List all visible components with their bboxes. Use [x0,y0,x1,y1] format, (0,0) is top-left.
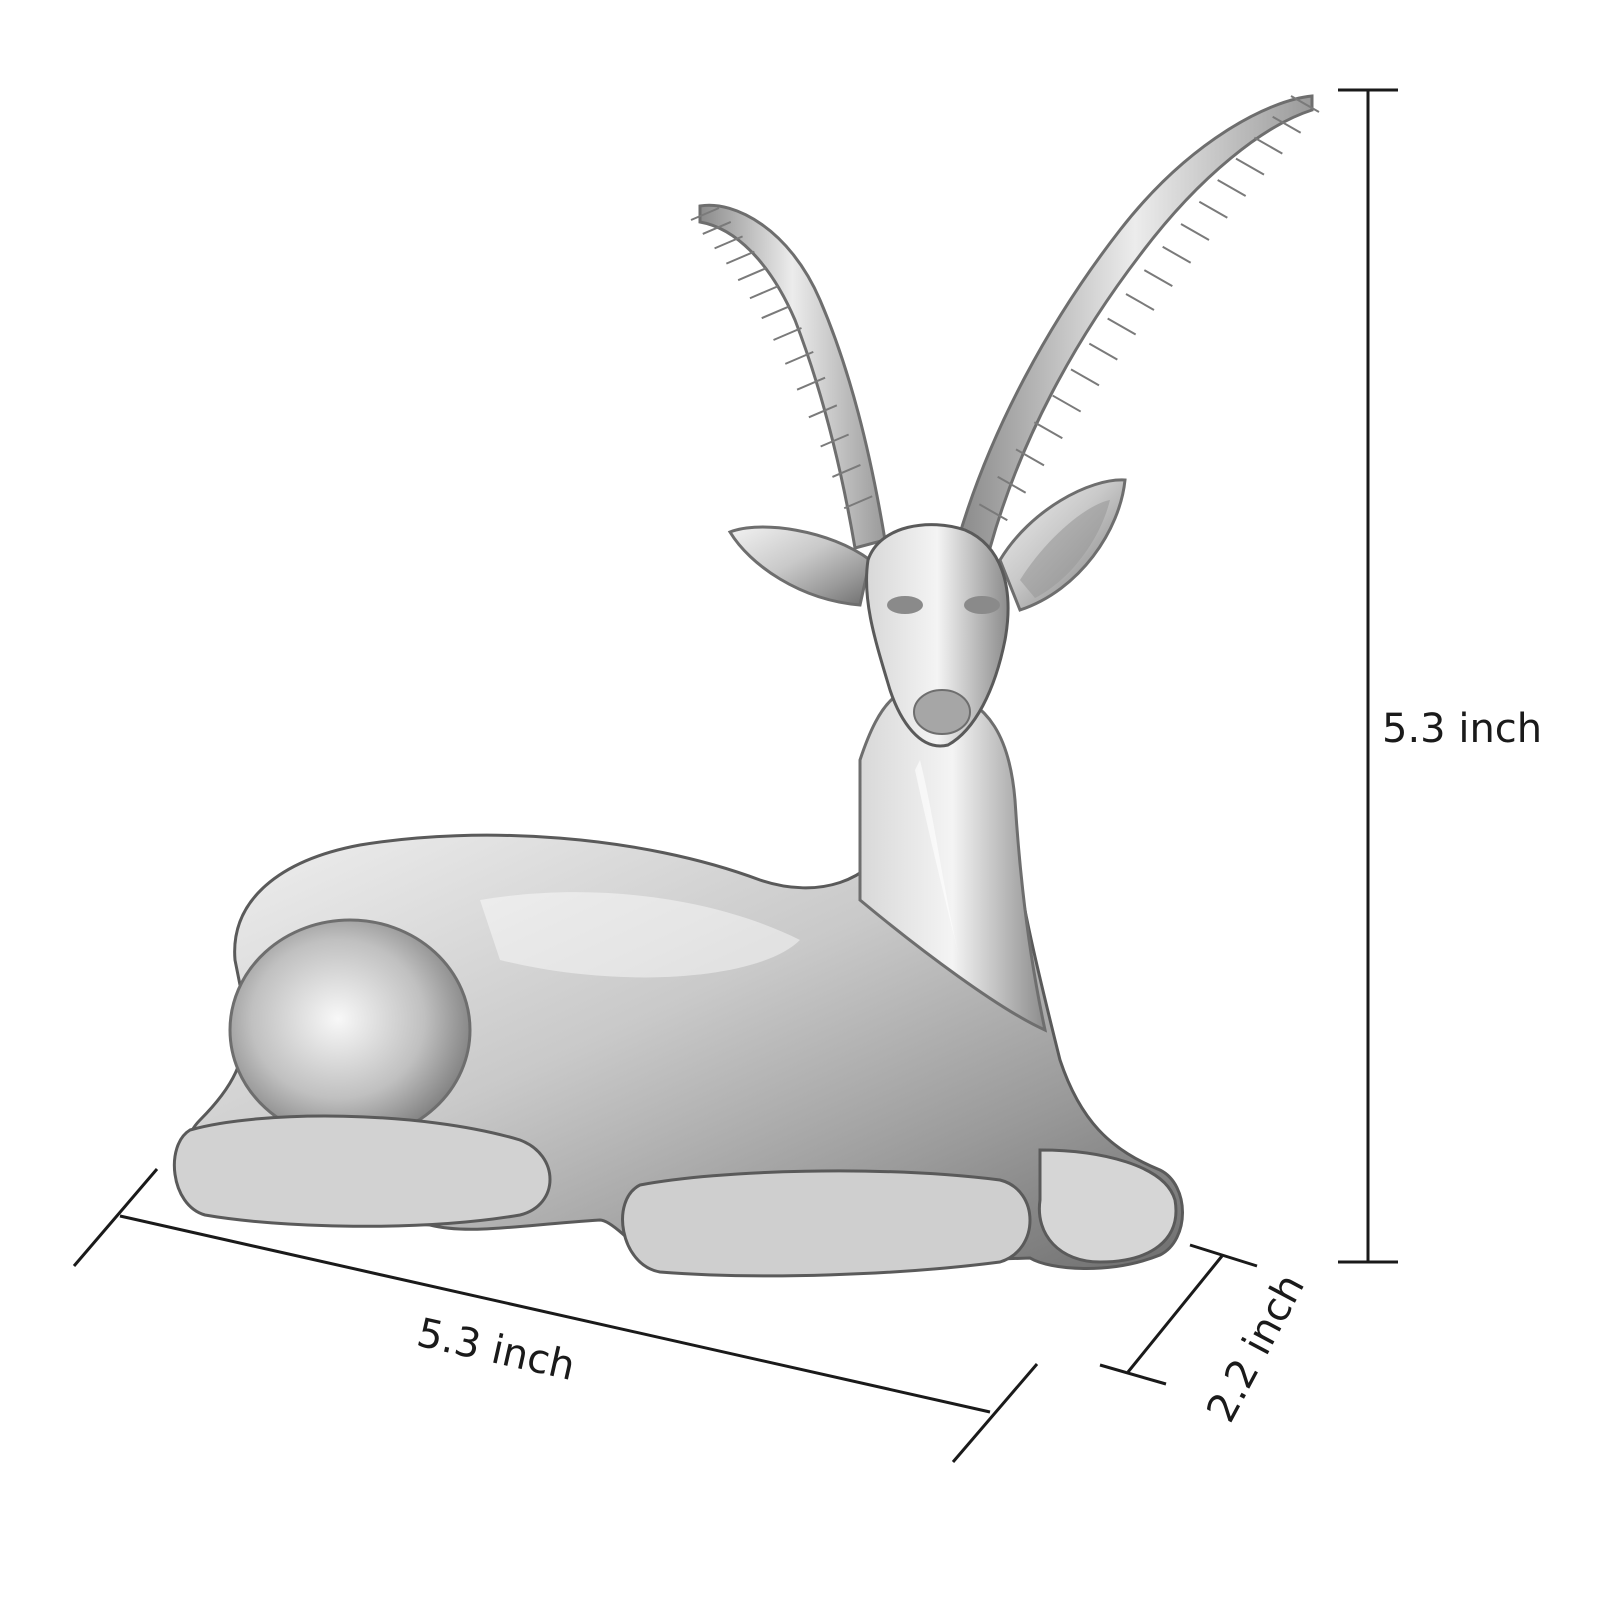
horn-ridge [1033,421,1063,440]
horn-ridge [1107,317,1137,336]
horn-ridge [690,207,720,221]
dimension-lines [72,88,1398,1463]
left-ear [727,525,872,607]
depth-bottom-tick [1099,1363,1167,1386]
length-label: 5.3 inch [413,1310,579,1390]
horn-ridge [749,285,779,300]
horn-ridge [1253,136,1283,155]
horn-ridge [843,495,873,510]
horn-ridge [820,433,850,448]
horn-ridge [1162,245,1192,264]
horn-ridge [714,235,743,250]
head [865,523,1010,748]
haunch [228,918,472,1142]
horn-ridge [1198,200,1228,219]
front-leg-left [621,1169,1032,1278]
horn-ridge [796,376,826,391]
horn-ridge [832,464,861,478]
antelope-figurine [172,94,1320,1278]
horn-ridge [1015,448,1045,467]
horn-ridge [1217,179,1247,197]
length-left-tick [72,1168,159,1267]
right-eye [964,596,1000,614]
depth-top-tick [1189,1243,1258,1268]
horn-ridges [690,95,1320,522]
horn-ridge [1180,223,1210,241]
length-dimension-line [119,1214,991,1414]
horn-ridge [773,327,802,341]
depth-dimension-line [1126,1255,1224,1373]
horn-ridge [737,267,767,282]
horn-ridge [1125,293,1155,311]
horn-ridge [1070,368,1100,387]
height-label: 5.3 inch [1382,706,1542,752]
horn-ridge [1235,157,1265,176]
hind-leg [172,1114,552,1228]
horn-ridge [784,350,814,365]
left-eye [887,596,923,614]
horn-ridge [761,305,791,320]
body-highlight [480,892,800,978]
horn-ridge [1088,342,1118,361]
length-right-tick [951,1363,1039,1463]
horn-ridge [997,475,1027,494]
front-leg-right [1037,1148,1178,1264]
neck-highlight [915,760,960,960]
muzzle [913,689,971,735]
depth-label: 2.2 inch [1198,1267,1314,1430]
horn-ridge [1143,269,1173,287]
horn-ridge [702,221,732,235]
horn-ridge [1290,95,1320,113]
horn-ridge [1052,394,1082,413]
horn-ridge [808,404,838,419]
horn-ridge [978,503,1008,522]
right-horn [956,94,1314,550]
left-horn [698,203,887,550]
horn-ridge [725,250,755,265]
horn-ridge [1272,115,1302,134]
right-ear-inner [1020,500,1110,598]
